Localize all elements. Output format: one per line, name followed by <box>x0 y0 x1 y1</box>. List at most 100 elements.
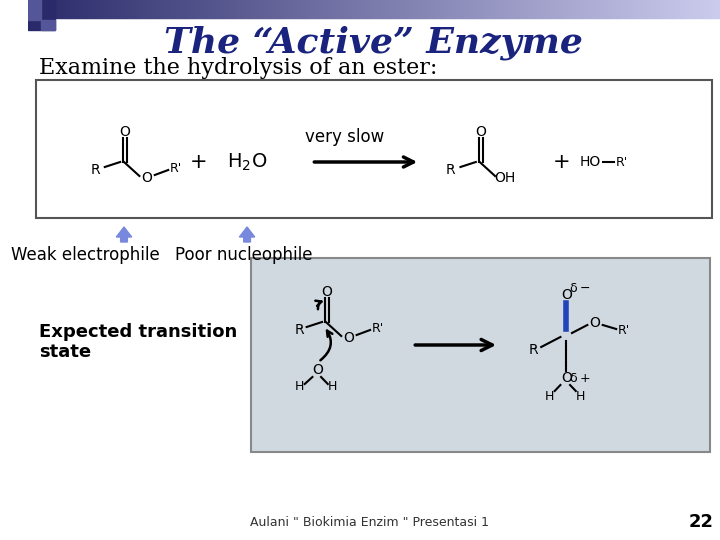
Bar <box>343 0 344 18</box>
Bar <box>347 0 348 18</box>
Bar <box>206 0 207 18</box>
Bar <box>294 0 295 18</box>
Text: Aulani " Biokimia Enzim " Presentasi 1: Aulani " Biokimia Enzim " Presentasi 1 <box>250 516 489 529</box>
Bar <box>419 0 420 18</box>
Bar <box>243 0 244 18</box>
Bar <box>153 0 154 18</box>
Bar <box>160 0 161 18</box>
Bar <box>455 0 456 18</box>
Bar <box>180 0 181 18</box>
Bar <box>355 0 356 18</box>
Bar <box>691 0 692 18</box>
Bar <box>131 0 132 18</box>
Bar <box>127 0 128 18</box>
Text: HO: HO <box>580 155 601 169</box>
Bar <box>544 0 545 18</box>
Bar <box>327 0 328 18</box>
Bar <box>666 0 667 18</box>
Bar <box>464 0 465 18</box>
Bar <box>216 0 217 18</box>
Bar <box>440 0 441 18</box>
Bar <box>591 0 592 18</box>
Bar <box>150 0 151 18</box>
Bar <box>41 20 55 30</box>
Bar <box>135 0 137 18</box>
Bar <box>517 0 518 18</box>
Bar <box>71 0 72 18</box>
Bar <box>201 0 202 18</box>
Bar <box>28 0 55 30</box>
Bar <box>459 0 461 18</box>
Bar <box>215 0 216 18</box>
Bar <box>571 0 572 18</box>
Bar <box>72 0 73 18</box>
Bar <box>479 0 480 18</box>
Bar <box>420 0 421 18</box>
Bar <box>115 0 117 18</box>
Bar <box>391 0 392 18</box>
Bar <box>667 0 668 18</box>
Bar <box>623 0 624 18</box>
Bar <box>399 0 400 18</box>
Bar <box>697 0 698 18</box>
Text: +: + <box>552 152 570 172</box>
Bar <box>497 0 498 18</box>
Bar <box>382 0 384 18</box>
Bar <box>503 0 504 18</box>
Bar <box>354 0 355 18</box>
Bar <box>353 0 354 18</box>
Bar <box>321 0 322 18</box>
Bar <box>394 0 395 18</box>
Bar <box>703 0 705 18</box>
Bar <box>144 0 145 18</box>
Bar <box>471 0 472 18</box>
Bar <box>118 0 120 18</box>
Bar <box>652 0 653 18</box>
Bar <box>249 0 250 18</box>
Bar <box>706 0 708 18</box>
Bar <box>625 0 626 18</box>
Bar <box>264 0 265 18</box>
Text: Expected transition
state: Expected transition state <box>40 322 238 361</box>
Bar <box>278 0 279 18</box>
Bar <box>138 0 140 18</box>
Bar <box>283 0 284 18</box>
Bar <box>336 0 338 18</box>
Bar <box>434 0 436 18</box>
Bar <box>569 0 570 18</box>
Bar <box>417 0 418 18</box>
Bar <box>619 0 620 18</box>
Bar <box>338 0 339 18</box>
Bar <box>392 0 393 18</box>
Bar <box>424 0 425 18</box>
Bar <box>242 0 243 18</box>
Bar <box>478 0 479 18</box>
Bar <box>414 0 415 18</box>
Bar <box>271 0 272 18</box>
Bar <box>700 0 701 18</box>
Bar <box>341 0 342 18</box>
Bar <box>137 0 138 18</box>
Bar <box>183 0 184 18</box>
Bar <box>186 0 187 18</box>
Bar <box>374 0 375 18</box>
Bar <box>626 0 628 18</box>
Bar <box>296 0 297 18</box>
Bar <box>128 0 129 18</box>
Text: O: O <box>321 285 332 299</box>
Text: R: R <box>528 343 539 357</box>
Bar <box>37 0 38 18</box>
Bar <box>172 0 173 18</box>
Bar <box>221 0 222 18</box>
Bar <box>108 0 109 18</box>
Bar <box>286 0 287 18</box>
Bar <box>43 0 44 18</box>
Bar <box>58 0 60 18</box>
Bar <box>468 0 469 18</box>
Bar <box>132 0 134 18</box>
Bar <box>376 0 377 18</box>
Bar <box>134 0 135 18</box>
Bar <box>45 0 46 18</box>
Text: $\mathregular{\delta+}$: $\mathregular{\delta+}$ <box>569 372 590 384</box>
Bar <box>164 0 166 18</box>
